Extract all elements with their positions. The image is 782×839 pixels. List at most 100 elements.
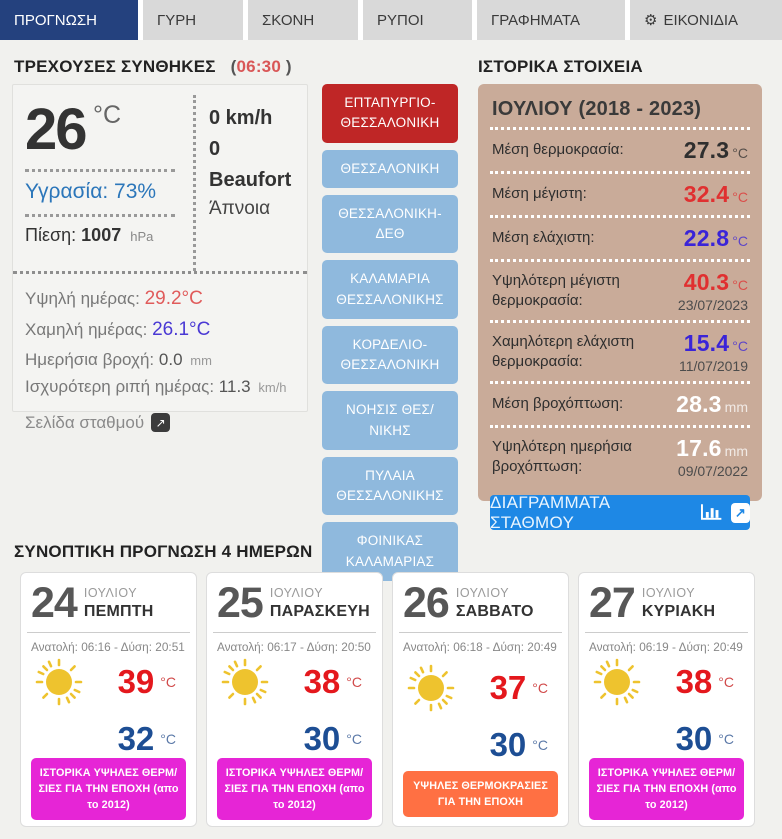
divider xyxy=(213,631,376,633)
divider xyxy=(13,271,307,274)
sun-icon xyxy=(407,664,455,712)
day-low: Χαμηλή ημέρας: 26.1°C xyxy=(25,318,211,340)
station-button-foinikas[interactable]: ΦΟΙΝΙΚΑΣ ΚΑΛΑΜΑΡΙΑΣ xyxy=(322,522,458,581)
sun-icon xyxy=(593,658,641,706)
wind-description: Άπνοια xyxy=(209,198,271,219)
record-max-date: 23/07/2023 xyxy=(677,297,748,313)
forecast-day-number: 27 xyxy=(589,579,636,627)
current-temperature: 26 °C xyxy=(25,101,193,159)
sunrise-sunset: Ανατολή: 06:18 - Δύση: 20:49 xyxy=(403,639,557,654)
forecast-high-temp: 38 xyxy=(675,662,713,700)
record-rain-value: 17.6 xyxy=(676,435,722,461)
forecast-card-saturday: 26 ΙΟΥΛΙΟΥ ΣΑΒΒΑΤΟ Ανατολή: 06:18 - Δύση… xyxy=(392,572,569,827)
station-button-kalamaria[interactable]: ΚΑΛΑΜΑΡΙΑ ΘΕΣΣΑΛΟΝΙΚΗΣ xyxy=(322,260,458,319)
wind-beaufort: 0 Beaufort xyxy=(209,138,292,191)
tab-gyri[interactable]: ΓΥΡΗ xyxy=(143,0,243,40)
day-gust-unit: km/h xyxy=(258,380,287,396)
forecast-low-temp: 30 xyxy=(489,726,527,764)
humidity-value: 73% xyxy=(114,180,157,203)
tab-label: ΡΥΠΟΙ xyxy=(377,11,424,29)
forecast-high-temp: 38 xyxy=(303,662,341,700)
forecast-card-thursday: 24 ΙΟΥΛΙΟΥ ΠΕΜΠΤΗ Ανατολή: 06:16 - Δύση:… xyxy=(20,572,197,827)
tab-label: ΕΙΚΟΝΙΔΙΑ xyxy=(663,11,739,29)
tab-label: ΓΡΑΦΗΜΑΤΑ xyxy=(491,11,580,29)
day-gust: Ισχυρότερη ριπή ημέρας: 11.3 km/h xyxy=(25,377,287,397)
top-navigation: ΠΡΟΓΝΩΣΗ ΓΥΡΗ ΣΚΟΝΗ ΡΥΠΟΙ ΓΡΑΦΗΜΑΤΑ ⚙ ΕΙ… xyxy=(0,0,782,40)
record-min-value: 15.4 xyxy=(683,330,730,356)
divider xyxy=(25,169,175,172)
current-conditions-title: ΤΡΕΧΟΥΣΕΣ ΣΥΝΘΗΚΕΣ (06:30 ) xyxy=(14,57,292,77)
tab-label: ΣΚΟΝΗ xyxy=(262,11,315,29)
station-button-thessaloniki[interactable]: ΘΕΣΣΑΛΟΝΙΚΗ xyxy=(322,149,458,188)
mean-min-value: 22.8 xyxy=(683,225,730,251)
forecast-card-friday: 25 ΙΟΥΛΙΟΥ ΠΑΡΑΣΚΕΥΗ Ανατολή: 06:17 - Δύ… xyxy=(206,572,383,827)
current-temperature-unit: °C xyxy=(92,101,122,129)
humidity: Υγρασία: 73% xyxy=(25,180,157,203)
record-max-value: 40.3 xyxy=(683,269,730,295)
sun-icon xyxy=(35,658,83,706)
bar-chart-icon xyxy=(701,504,722,520)
historical-row-mean-max: Μέση μέγιστη: 32.4 °C xyxy=(490,171,750,215)
tab-skoni[interactable]: ΣΚΟΝΗ xyxy=(248,0,358,40)
forecast-day-number: 26 xyxy=(403,579,450,627)
station-page-link[interactable]: Σελίδα σταθμού ↗ xyxy=(25,413,295,433)
station-button-thessaloniki-deth[interactable]: ΘΕΣΣΑΛΟΝΙΚΗ-ΔΕΘ xyxy=(322,194,458,254)
forecast-card-sunday: 27 ΙΟΥΛΙΟΥ ΚΥΡΙΑΚΗ Ανατολή: 06:19 - Δύση… xyxy=(578,572,755,827)
station-button-kordelio[interactable]: ΚΟΡΔΕΛΙΟ-ΘΕΣΣΑΛΟΝΙΚΗ xyxy=(322,325,458,385)
day-rain-unit: mm xyxy=(190,352,212,368)
pressure: Πίεση: 1007 hPa xyxy=(25,225,154,245)
record-rain-date: 09/07/2022 xyxy=(677,463,748,479)
day-high: Υψηλή ημέρας: 29.2°C xyxy=(25,288,203,309)
sunrise-sunset: Ανατολή: 06:17 - Δύση: 20:50 xyxy=(217,639,371,654)
forecast-title: ΣΥΝΟΠΤΙΚΗ ΠΡΟΓΝΩΣΗ 4 ΗΜΕΡΩΝ xyxy=(14,542,313,561)
station-list: ΕΠΤΑΠΥΡΓΙΟ-ΘΕΣΣΑΛΟΝΙΚΗ ΘΕΣΣΑΛΟΝΙΚΗ ΘΕΣΣΑ… xyxy=(322,84,458,588)
record-heat-badge[interactable]: ΙΣΤΟΡΙΚΑ ΥΨΗΛΕΣ ΘΕΡΜ/ΣΙΕΣ ΓΙΑ ΤΗΝ ΕΠΟΧΗ … xyxy=(217,757,372,821)
historical-period: ΙΟΥΛΙΟΥ (2018 - 2023) xyxy=(492,98,702,120)
forecast-day-name: ΚΥΡΙΑΚΗ xyxy=(641,603,716,620)
forecast-month: ΙΟΥΛΙΟΥ xyxy=(455,586,510,600)
station-button-eptapyrgio[interactable]: ΕΠΤΑΠΥΡΓΙΟ-ΘΕΣΣΑΛΟΝΙΚΗ xyxy=(322,84,458,143)
wind-speed: 0 km/h xyxy=(209,107,273,129)
day-high-value: 29.2°C xyxy=(144,288,203,309)
tab-prognosi[interactable]: ΠΡΟΓΝΩΣΗ xyxy=(0,0,138,40)
current-temperature-value: 26 xyxy=(25,97,87,162)
gear-icon: ⚙ xyxy=(644,12,658,29)
observation-time: (06:30 ) xyxy=(230,57,292,76)
historical-row-record-min: Χαμηλότερη ελάχιστη θερμοκρασία: 15.4 °C … xyxy=(490,320,750,381)
station-charts-label: ΔΙΑΓΡΑΜΜΑΤΑ ΣΤΑΘΜΟΥ xyxy=(490,492,610,532)
forecast-low-temp: 32 xyxy=(117,719,155,757)
sun-icon xyxy=(221,658,269,706)
station-button-noisis[interactable]: ΝΟΗΣΙΣ ΘΕΣ/ΝΙΚΗΣ xyxy=(322,391,458,450)
forecast-low-temp: 30 xyxy=(303,719,341,757)
day-rain-value: 0.0 xyxy=(158,349,183,369)
sunrise-sunset: Ανατολή: 06:16 - Δύση: 20:51 xyxy=(31,639,185,654)
current-conditions-heading: ΤΡΕΧΟΥΣΕΣ ΣΥΝΘΗΚΕΣ xyxy=(14,57,216,76)
record-heat-badge[interactable]: ΙΣΤΟΡΙΚΑ ΥΨΗΛΕΣ ΘΕΡΜ/ΣΙΕΣ ΓΙΑ ΤΗΝ ΕΠΟΧΗ … xyxy=(589,757,744,821)
historical-row-mean-temp: Μέση θερμοκρασία: 27.3 °C xyxy=(490,127,750,171)
tab-eikonidia[interactable]: ⚙ ΕΙΚΟΝΙΔΙΑ xyxy=(630,0,782,40)
forecast-month: ΙΟΥΛΙΟΥ xyxy=(83,586,138,600)
tab-label: ΓΥΡΗ xyxy=(157,11,197,29)
forecast-month: ΙΟΥΛΙΟΥ xyxy=(641,586,696,600)
divider xyxy=(399,631,562,633)
divider xyxy=(25,214,175,217)
wind-block: 0 km/h 0 Beaufort Άπνοια xyxy=(193,95,295,271)
tab-rypoi[interactable]: ΡΥΠΟΙ xyxy=(363,0,472,40)
high-heat-badge[interactable]: ΥΨΗΛΕΣ ΘΕΡΜΟΚΡΑΣΙΕΣ ΓΙΑ ΤΗΝ ΕΠΟΧΗ xyxy=(403,770,558,817)
tab-label: ΠΡΟΓΝΩΣΗ xyxy=(14,11,97,29)
station-button-pylaia[interactable]: ΠΥΛΑΙΑ ΘΕΣΣΑΛΟΝΙΚΗΣ xyxy=(322,456,458,516)
record-heat-badge[interactable]: ΙΣΤΟΡΙΚΑ ΥΨΗΛΕΣ ΘΕΡΜ/ΣΙΕΣ ΓΙΑ ΤΗΝ ΕΠΟΧΗ … xyxy=(31,757,186,821)
forecast-day-name: ΠΕΜΠΤΗ xyxy=(83,603,154,620)
pressure-unit: hPa xyxy=(130,229,154,244)
station-charts-button[interactable]: ΔΙΑΓΡΑΜΜΑΤΑ ΣΤΑΘΜΟΥ ↗ xyxy=(490,492,750,532)
tab-grafimata[interactable]: ΓΡΑΦΗΜΑΤΑ xyxy=(477,0,625,40)
day-rain: Ημερήσια βροχή: 0.0 mm xyxy=(25,349,212,369)
divider xyxy=(585,631,748,633)
forecast-day-number: 25 xyxy=(217,579,264,627)
forecast-high-temp: 39 xyxy=(117,662,155,700)
mean-temp-value: 27.3 xyxy=(683,137,730,163)
mean-rain-value: 28.3 xyxy=(676,391,722,417)
current-conditions-card: 26 °C Υγρασία: 73% Πίεση: 1007 hPa 0 km/… xyxy=(12,84,308,433)
divider xyxy=(27,631,190,633)
record-min-date: 11/07/2019 xyxy=(678,358,748,374)
